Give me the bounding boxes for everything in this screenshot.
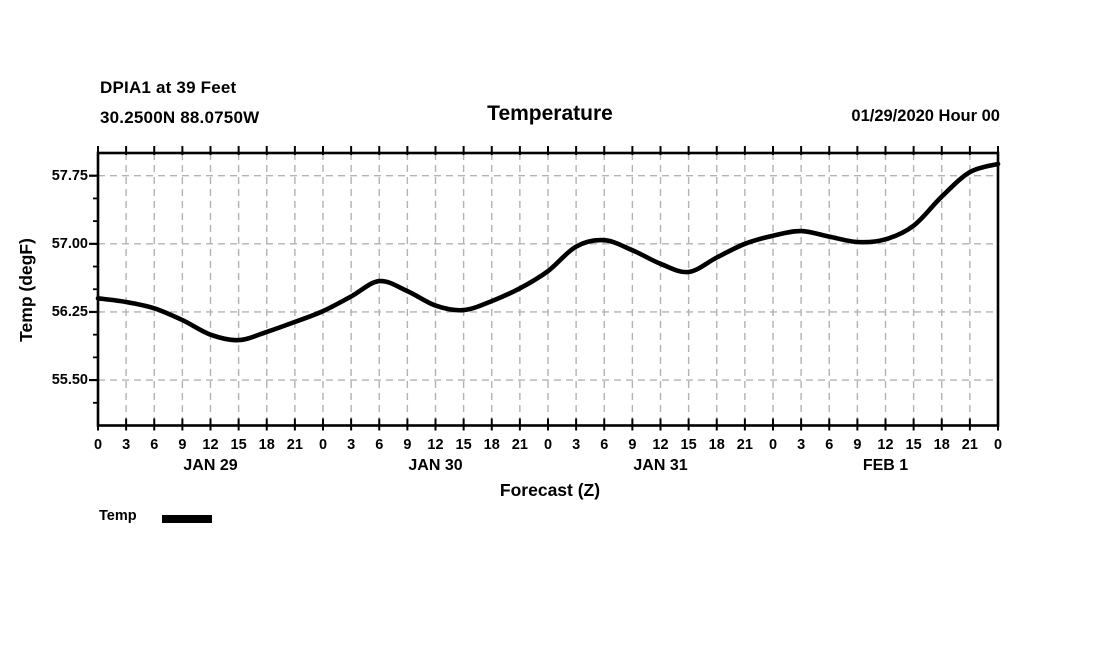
x-tick-label: 12 [202,437,219,453]
temperature-curve [95,161,1001,343]
x-tick-label: 0 [318,437,328,453]
x-tick-label: 9 [853,437,862,453]
x-tick-label: 3 [347,437,356,453]
x-tick-label: 15 [455,437,472,453]
x-tick-label: 21 [961,437,978,453]
x-tick-label: 12 [427,437,444,453]
x-tick-label: 12 [877,437,894,453]
x-tick-label: 21 [511,437,528,453]
legend-series-label: Temp [99,508,137,524]
x-tick-label: 6 [150,437,159,453]
x-tick-label: 18 [933,437,950,453]
x-tick-label: 6 [600,437,609,453]
x-day-label: FEB 1 [862,457,909,474]
x-day-label: JAN 31 [633,457,688,474]
x-tick-label: 9 [403,437,412,453]
legend-line-swatch [162,515,212,523]
y-tick-label: 55.50 [51,372,88,389]
x-axis-label: Forecast (Z) [499,480,601,500]
x-tick-label: 18 [258,437,275,453]
chart-title: Temperature [487,102,613,125]
x-tick-label: 6 [375,437,384,453]
x-tick-label: 15 [905,437,922,453]
x-tick-label: 18 [483,437,500,453]
x-tick-label: 9 [628,437,637,453]
x-day-label: JAN 30 [408,457,463,474]
y-tick-label: 57.75 [51,167,88,184]
x-tick-label: 21 [736,437,753,453]
x-tick-label: 0 [93,437,103,453]
forecast-datetime-label: 01/29/2020 Hour 00 [851,107,1000,125]
y-axis-label: Temp (degF) [16,238,36,342]
x-tick-label: 3 [122,437,131,453]
x-tick-label: 15 [230,437,247,453]
x-tick-label: 9 [178,437,187,453]
x-tick-label: 18 [708,437,725,453]
station-id-label: DPIA1 at 39 Feet [100,78,237,97]
x-tick-label: 12 [652,437,669,453]
x-tick-label: 0 [768,437,778,453]
station-coordinates-label: 30.2500N 88.0750W [100,108,260,127]
x-tick-label: 3 [572,437,581,453]
plot-border [96,151,1000,427]
x-tick-label: 6 [825,437,834,453]
x-day-label: JAN 29 [183,457,238,474]
x-tick-label: 15 [680,437,697,453]
y-tick-label: 56.25 [51,303,88,320]
x-tick-label: 0 [543,437,553,453]
x-tick-label: 3 [797,437,806,453]
x-tick-label: 0 [993,437,1003,453]
x-tick-label: 21 [286,437,303,453]
y-tick-label: 57.00 [51,235,88,252]
